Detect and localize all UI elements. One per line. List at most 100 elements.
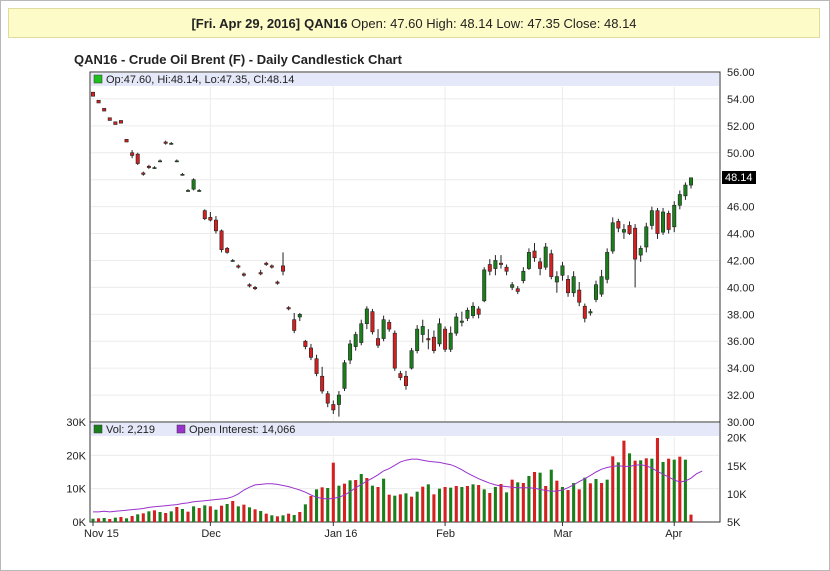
candle	[230, 259, 235, 262]
candle	[314, 354, 319, 377]
candle	[487, 259, 492, 276]
volume-bar	[477, 485, 481, 522]
candle-body	[370, 311, 375, 333]
volume-bar	[169, 511, 173, 522]
volume-bar	[627, 453, 632, 522]
candle	[661, 207, 666, 235]
candle-body	[510, 284, 515, 288]
candle-body	[264, 262, 269, 265]
candle-body	[487, 264, 492, 272]
candle-body	[381, 319, 386, 339]
volume-bar	[672, 459, 676, 522]
candle-body	[113, 121, 118, 125]
candle	[174, 159, 179, 163]
volume-bar	[382, 478, 386, 522]
candle	[616, 218, 621, 233]
candle	[577, 282, 582, 307]
candle	[381, 315, 386, 342]
candle-body	[672, 204, 677, 228]
volume-bar	[326, 488, 330, 522]
volume-bar	[549, 469, 553, 522]
candle	[107, 117, 112, 121]
candle-body	[437, 323, 442, 345]
candle-body	[297, 314, 302, 318]
price-y-axis: 56.0054.0052.0050.0048.0046.0044.0042.00…	[727, 67, 755, 429]
candle	[504, 264, 509, 276]
volume-bar	[97, 518, 101, 522]
candle-body	[515, 288, 520, 292]
volume-bar	[532, 472, 537, 522]
candle-body	[359, 323, 364, 343]
candle-body	[303, 340, 308, 347]
candle	[253, 286, 258, 291]
candle-body	[454, 316, 459, 334]
price-legend-band	[91, 73, 719, 86]
volume-bar	[287, 513, 291, 522]
candle-body	[364, 308, 369, 325]
volume-bar	[488, 493, 492, 522]
volume-bar	[214, 509, 218, 522]
candle-body	[493, 260, 498, 269]
candle	[666, 210, 671, 234]
volume-bar	[175, 507, 179, 522]
candle-body	[314, 358, 319, 374]
price-tick-label: 30.00	[727, 417, 755, 429]
volume-bar	[577, 489, 581, 522]
volume-bar	[521, 483, 525, 522]
candle	[655, 207, 660, 239]
candle	[582, 303, 587, 323]
candle	[370, 308, 375, 335]
candle-body	[275, 281, 280, 284]
volume-bar	[303, 504, 307, 522]
quote-header: [Fri. Apr 29, 2016] QAN16 Open: 47.60 Hi…	[8, 8, 820, 38]
candle	[118, 120, 123, 124]
candle-body	[476, 308, 481, 315]
candle-body	[281, 265, 285, 272]
candle-body	[186, 190, 190, 192]
volume-bar	[331, 462, 335, 522]
candle	[331, 400, 336, 414]
volume-bar	[102, 518, 106, 522]
candle	[409, 347, 414, 370]
candle-body	[644, 226, 649, 248]
candle	[96, 99, 101, 104]
candle	[91, 91, 95, 97]
candle-body	[415, 328, 420, 351]
candle	[336, 391, 341, 417]
volume-bar	[482, 489, 486, 522]
candle	[649, 206, 654, 230]
candle	[437, 318, 442, 347]
volume-bar	[124, 518, 129, 522]
volume-bar	[158, 512, 162, 522]
candle-body	[431, 336, 436, 351]
candle-body	[135, 153, 140, 164]
candle	[281, 252, 285, 276]
candle-body	[571, 276, 576, 294]
candle-body	[666, 213, 671, 230]
volume-bar	[404, 493, 408, 522]
candle	[387, 319, 392, 332]
quote-date: [Fri. Apr 29, 2016]	[191, 15, 301, 31]
candle-body	[336, 394, 341, 405]
candle-body	[241, 273, 246, 276]
candle	[247, 283, 252, 288]
candle	[169, 142, 174, 145]
candle	[499, 255, 503, 269]
candle	[364, 306, 369, 330]
candle	[610, 217, 615, 254]
candle	[275, 280, 280, 285]
candle	[146, 164, 151, 169]
candle	[476, 306, 481, 319]
volume-tick-label-left: 20K	[66, 450, 86, 462]
candle	[308, 343, 313, 361]
candle-body	[320, 375, 325, 392]
candle	[236, 264, 241, 269]
candle-body	[286, 307, 291, 310]
volume-bar	[270, 515, 274, 522]
volume-bar	[465, 486, 469, 522]
price-legend: Op:47.60, Hi:48.14, Lo:47.35, Cl:48.14	[106, 74, 294, 86]
volume-bar	[208, 506, 212, 522]
candle	[342, 360, 347, 392]
candle	[269, 264, 274, 269]
